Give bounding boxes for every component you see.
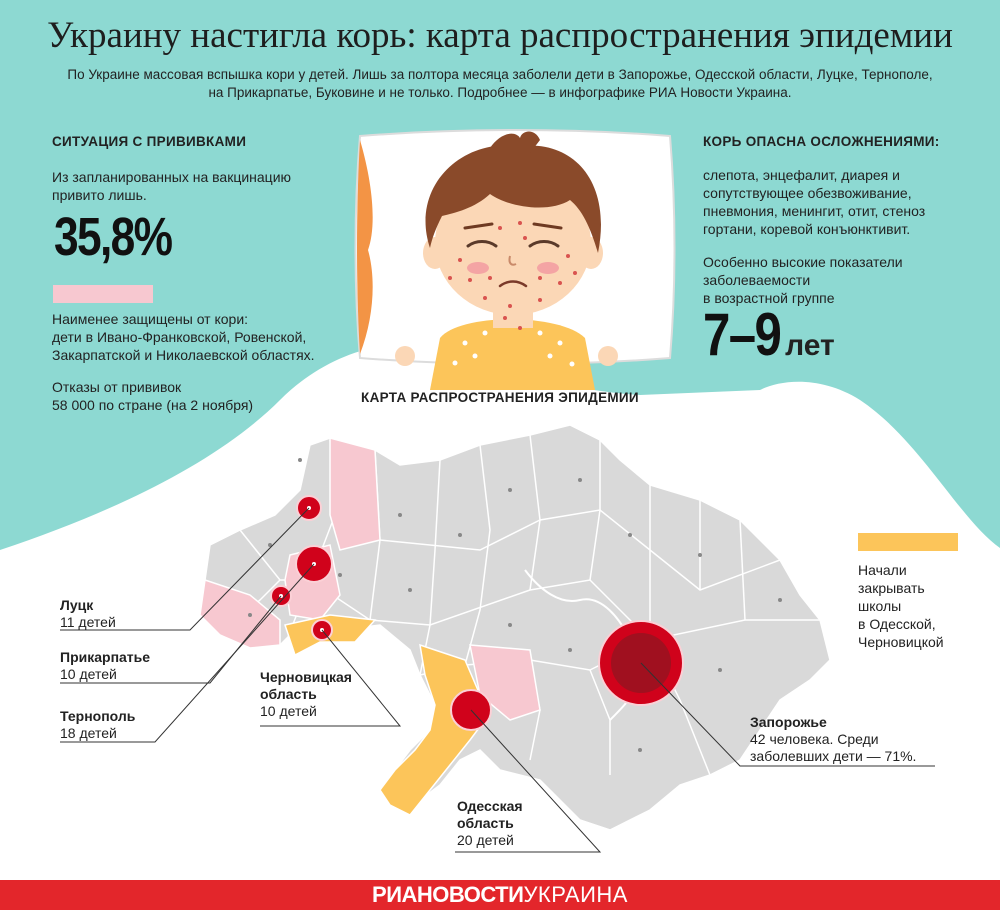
ternopil-name: Тернополь [60,708,136,724]
chernivtsi-count: 10 детей [260,703,317,719]
least-protected-line-1: Наименее защищены от кори: [52,311,249,327]
planned-line-2: привито лишь. [52,187,147,203]
map-heading: КАРТА РАСПРОСТРАНЕНИЯ ЭПИДЕМИИ [361,390,639,405]
complications-line-2: сопутствующее обезвоживание, [703,185,912,201]
vaccination-heading: СИТУАЦИЯ С ПРИВИВКАМИ [52,134,247,149]
region-rivne [329,437,381,551]
schools-legend-line-1: Начали [858,562,907,578]
footer-bar [0,880,1000,910]
age-group-unit: лет [785,329,835,362]
refusals-text: Отказы от прививок 58 000 по стране (на … [52,378,253,414]
sick-child-illustration [354,129,676,390]
incidence-line-3: в возрастной группе [703,290,835,306]
complications-line-4: гортани, коревой конъюнктивит. [703,221,911,237]
incidence-text: Особенно высокие показатели заболеваемос… [703,253,903,307]
complications-line-3: пневмония, менингит, отит, стеноз [703,203,926,219]
subtitle-line-2: на Прикарпатье, Буковине и не только. По… [208,85,792,100]
age-group: 7–9 лет [703,300,835,369]
chernivtsi-name-line-2: область [260,686,317,702]
callout-chernivtsi: Черновицкая область 10 детей [260,669,352,720]
zaporizhzhia-count-line-1: 42 человека. Среди [750,731,879,747]
zaporizhzhia-name: Запорожье [750,714,827,730]
least-protected-line-3: Закарпатской и Николаевской областях. [52,347,315,363]
lutsk-count: 11 детей [60,614,116,630]
schools-legend-line-4: в Одесской, [858,616,936,632]
odesa-name-line-1: Одесская [457,798,523,814]
prikarpattya-name: Прикарпатье [60,649,151,665]
zaporizhzhia-count-line-2: заболевших дети — 71%. [750,748,917,764]
callout-ternopil: Тернополь 18 детей [60,708,135,742]
city-dots [248,458,782,752]
complications-list: слепота, энцефалит, диарея и сопутствующ… [703,166,925,238]
lutsk-name: Луцк [60,597,94,613]
odesa-count: 20 детей [457,832,514,848]
footer-logo[interactable]: РИАНОВОСТИУКРАИНА [0,880,1000,910]
yellow-legend-swatch [858,533,958,551]
logo-ria-novosti: РИАНОВОСТИ [372,882,524,907]
ternopil-count: 18 детей [60,725,117,741]
vaccination-planned-text: Из запланированных на вакцинацию привито… [52,168,291,204]
prikarpattya-count: 10 детей [60,666,117,682]
logo-ukraina: УКРАИНА [523,882,628,907]
schools-legend-text: Начали закрывать школы в Одесской, Черно… [858,561,944,651]
incidence-line-1: Особенно высокие показатели [703,254,903,270]
schools-legend-line-2: закрывать [858,580,925,596]
refusals-line-1: Отказы от прививок [52,379,182,395]
least-protected-text: Наименее защищены от кори: дети в Ивано-… [52,310,315,364]
schools-legend-line-3: школы [858,598,902,614]
callout-zaporizhzhia: Запорожье 42 человека. Среди заболевших … [750,714,916,765]
vaccination-percent: 35,8% [54,207,173,267]
least-protected-line-2: дети в Ивано-Франковской, Ровенской, [52,329,307,345]
pink-legend-swatch [53,285,153,303]
planned-line-1: Из запланированных на вакцинацию [52,169,292,185]
region-zakarpattia [199,579,281,649]
page-title: Украину настигла корь: карта распростран… [47,15,953,56]
pink-regions [199,437,541,721]
refusals-line-2: 58 000 по стране (на 2 ноября) [52,397,254,413]
age-group-number: 7–9 [703,301,782,368]
callout-lines [60,507,935,853]
incidence-line-2: заболеваемости [703,272,811,288]
callout-odesa: Одесская область 20 детей [457,798,523,849]
callout-lutsk: Луцк 11 детей [60,597,116,631]
odesa-name-line-2: область [457,815,514,831]
complications-heading: КОРЬ ОПАСНА ОСЛОЖНЕНИЯМИ: [703,134,940,149]
schools-legend-line-5: Черновицкой [858,634,944,650]
subtitle-line-1: По Украине массовая вспышка кори у детей… [67,67,933,82]
page-subtitle: По Украине массовая вспышка кори у детей… [40,66,960,102]
complications-line-1: слепота, энцефалит, диарея и [703,167,900,183]
callout-prikarpattya: Прикарпатье 10 детей [60,649,150,683]
chernivtsi-name-line-1: Черновицкая [260,669,352,685]
